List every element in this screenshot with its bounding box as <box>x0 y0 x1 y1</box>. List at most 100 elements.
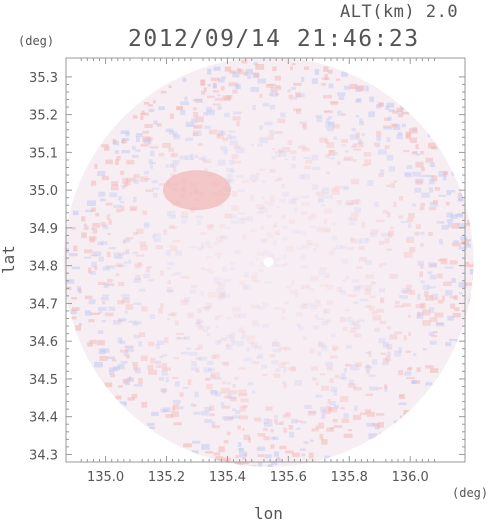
speckle-cell <box>217 78 225 83</box>
speckle-cell <box>290 366 297 372</box>
speckle-cell <box>466 222 474 227</box>
speckle-cell <box>386 102 395 108</box>
speckle-cell <box>181 219 187 224</box>
speckle-cell <box>121 150 130 154</box>
speckle-cell <box>251 304 260 309</box>
speckle-cell <box>290 199 297 205</box>
speckle-cell <box>180 101 189 106</box>
speckle-cell <box>272 240 277 246</box>
speckle-cell <box>368 433 378 440</box>
speckle-cell <box>193 99 202 102</box>
speckle-cell <box>302 174 310 180</box>
speckle-cell <box>85 209 94 213</box>
speckle-cell <box>299 304 307 309</box>
speckle-cell <box>409 289 416 295</box>
speckle-cell <box>385 429 391 434</box>
speckle-cell <box>268 201 274 207</box>
speckle-cell <box>423 348 427 351</box>
speckle-cell <box>216 134 225 139</box>
speckle-cell <box>124 310 129 314</box>
speckle-cell <box>368 111 376 118</box>
speckle-cell <box>236 120 240 127</box>
speckle-cell <box>256 210 265 214</box>
speckle-cell <box>422 284 430 291</box>
speckle-cell <box>142 136 151 142</box>
speckle-cell <box>430 295 434 299</box>
speckle-cell <box>250 143 255 146</box>
speckle-cell <box>212 354 221 359</box>
speckle-cell <box>391 123 398 128</box>
speckle-cell <box>232 415 241 419</box>
speckle-cell <box>295 323 300 327</box>
speckle-cell <box>225 343 230 348</box>
speckle-cell <box>379 169 385 174</box>
speckle-cell <box>319 284 328 287</box>
speckle-cell <box>341 139 349 143</box>
speckle-cell <box>428 331 435 336</box>
speckle-cell <box>141 110 145 115</box>
speckle-cell <box>153 233 161 238</box>
speckle-cell <box>391 182 395 188</box>
speckle-cell <box>333 425 343 429</box>
speckle-cell <box>263 303 269 307</box>
speckle-cell <box>83 223 88 227</box>
speckle-cell <box>198 325 205 331</box>
speckle-cell <box>244 271 249 277</box>
speckle-cell <box>122 138 130 142</box>
speckle-cell <box>224 177 233 184</box>
speckle-cell <box>319 137 328 143</box>
speckle-cell <box>219 292 225 296</box>
speckle-cell <box>193 125 201 129</box>
x-tick-label: 135.0 <box>87 470 124 485</box>
speckle-cell <box>354 198 361 205</box>
speckle-cell <box>388 166 396 172</box>
speckle-cell <box>342 158 352 161</box>
speckle-cell <box>355 132 361 139</box>
speckle-cell <box>315 317 325 320</box>
speckle-cell <box>434 312 444 318</box>
speckle-cell <box>288 198 297 204</box>
speckle-cell <box>191 367 200 371</box>
speckle-cell <box>343 186 349 191</box>
speckle-cell <box>222 381 226 385</box>
speckle-cell <box>414 231 419 236</box>
speckle-cell <box>155 343 160 350</box>
speckle-cell <box>341 113 346 116</box>
speckle-cell <box>340 246 348 249</box>
speckle-cell <box>342 326 348 331</box>
speckle-cell <box>197 142 203 147</box>
speckle-cell <box>179 405 184 410</box>
speckle-cell <box>226 167 234 172</box>
speckle-cell <box>205 240 211 246</box>
speckle-cell <box>416 313 424 319</box>
speckle-cell <box>326 127 334 131</box>
speckle-cell <box>366 411 376 417</box>
speckle-cell <box>206 383 213 390</box>
radar-site <box>263 256 274 267</box>
speckle-cell <box>394 300 400 305</box>
speckle-cell <box>71 266 80 270</box>
speckle-cell <box>237 425 241 430</box>
speckle-cell <box>91 227 95 230</box>
speckle-cell <box>170 311 177 317</box>
speckle-cell <box>295 92 301 98</box>
speckle-cell <box>408 223 412 228</box>
axis-ticks: 35.3 35.2 35.1 35.0 34.9 34.8 34.7 34.6 34.5 34.4… <box>29 58 465 485</box>
speckle-cell <box>428 262 437 268</box>
speckle-cell <box>332 418 338 423</box>
speckle-cell <box>385 355 391 362</box>
speckle-cell <box>274 84 281 88</box>
speckle-cell <box>235 455 239 458</box>
speckle-cell <box>310 275 319 282</box>
speckle-cell <box>246 335 256 342</box>
speckle-cell <box>225 334 234 339</box>
speckle-cell <box>175 337 181 340</box>
speckle-cell <box>345 345 352 349</box>
speckle-cell <box>398 195 404 201</box>
speckle-cell <box>374 201 379 208</box>
speckle-cell <box>174 320 179 326</box>
speckle-cell <box>295 93 305 98</box>
speckle-cell <box>206 109 216 116</box>
speckle-cell <box>136 228 144 234</box>
speckle-cell <box>386 137 391 143</box>
